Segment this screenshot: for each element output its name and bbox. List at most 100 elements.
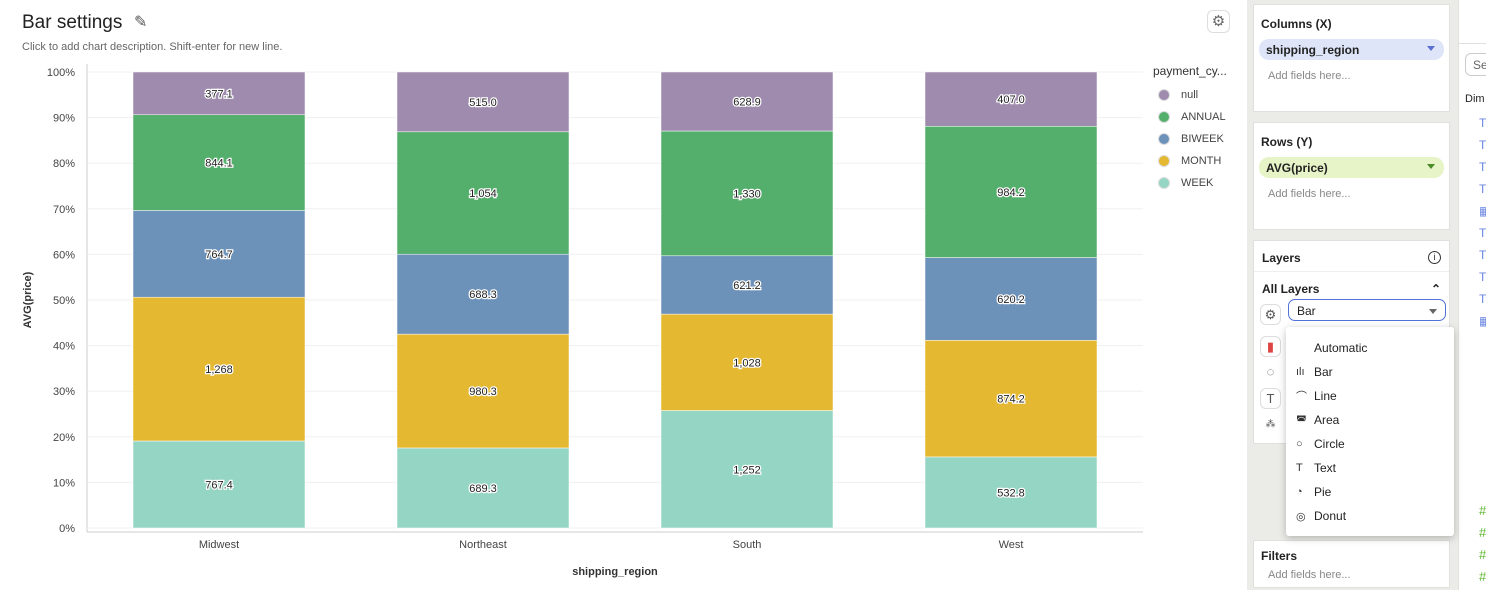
- chevron-down-icon[interactable]: [1427, 46, 1435, 51]
- bar-segment-midwest-month[interactable]: [132, 296, 306, 442]
- data-label: 377.1: [205, 88, 233, 100]
- bar-segment-northeast-null[interactable]: [396, 71, 570, 133]
- legend-item[interactable]: ANNUAL: [1153, 106, 1227, 128]
- bar-segment-south-month[interactable]: [660, 313, 834, 411]
- rows-field-label: AVG(price): [1266, 161, 1328, 175]
- circle-icon: ○: [1296, 438, 1303, 450]
- chart-description[interactable]: Click to add chart description. Shift-en…: [22, 41, 283, 53]
- y-axis-title: AVG(price): [22, 271, 34, 328]
- rows-field-pill[interactable]: AVG(price): [1259, 157, 1444, 178]
- bar-icon: ılı: [1296, 366, 1305, 378]
- columns-field-label: shipping_region: [1266, 43, 1360, 57]
- bar-segment-south-annual[interactable]: [660, 130, 834, 257]
- y-tick-label: 0%: [59, 523, 75, 535]
- color-icon[interactable]: ▮: [1260, 336, 1281, 357]
- mark-option-circle[interactable]: ○ Circle: [1286, 432, 1454, 456]
- pencil-icon[interactable]: ✎: [134, 14, 148, 31]
- mark-option-label: Bar: [1314, 365, 1333, 379]
- y-tick-label: 70%: [53, 204, 75, 216]
- all-layers-label: All Layers: [1262, 282, 1320, 296]
- filters-title: Filters: [1261, 549, 1298, 563]
- layers-title: Layers: [1262, 251, 1301, 265]
- mark-option-text[interactable]: T Text: [1286, 456, 1454, 480]
- data-label: 1,252: [733, 464, 761, 476]
- layer-gear-icon[interactable]: ⚙: [1260, 304, 1281, 325]
- legend-item[interactable]: WEEK: [1153, 172, 1227, 194]
- data-label: 1,054: [469, 188, 497, 200]
- data-label: 767.4: [205, 479, 233, 491]
- info-icon[interactable]: i: [1428, 251, 1441, 264]
- mark-option-pie[interactable]: ◔ Pie: [1286, 480, 1454, 504]
- bar-segment-northeast-annual[interactable]: [396, 131, 570, 255]
- legend-item[interactable]: null: [1153, 84, 1227, 106]
- mark-option-label: Circle: [1314, 437, 1345, 451]
- line-icon: ⌒: [1296, 391, 1307, 403]
- chevron-down-icon[interactable]: [1427, 164, 1435, 169]
- bar-segment-west-week[interactable]: [924, 456, 1098, 529]
- x-axis-title: shipping_region: [572, 566, 658, 578]
- measure-field-icons[interactable]: # # # #: [1479, 503, 1486, 584]
- data-label: 628.9: [733, 97, 761, 109]
- bar-segment-midwest-biweek[interactable]: [132, 210, 306, 298]
- columns-field-pill[interactable]: shipping_region: [1259, 39, 1444, 60]
- filters-card: Filters Add fields here...: [1253, 540, 1450, 588]
- mark-type-value: Bar: [1297, 304, 1316, 318]
- chart-settings-gear-icon[interactable]: ⚙: [1207, 10, 1230, 33]
- bar-segment-west-annual[interactable]: [924, 126, 1098, 258]
- y-tick-label: 80%: [53, 158, 75, 170]
- legend-title: payment_cy...: [1153, 64, 1227, 78]
- bar-segment-south-null[interactable]: [660, 71, 834, 132]
- donut-icon: ◎: [1296, 510, 1306, 523]
- legend-label: BIWEEK: [1181, 133, 1224, 145]
- mark-option-line[interactable]: ⌒ Line: [1286, 384, 1454, 408]
- mark-option-automatic[interactable]: Automatic: [1286, 336, 1454, 360]
- bar-segment-northeast-month[interactable]: [396, 333, 570, 449]
- mark-option-donut[interactable]: ◎ Donut: [1286, 504, 1454, 528]
- data-label: 689.3: [469, 483, 497, 495]
- legend-label: null: [1181, 89, 1199, 101]
- mark-type-select[interactable]: Bar: [1288, 299, 1446, 321]
- bar-segment-south-week[interactable]: [660, 410, 834, 529]
- rows-title: Rows (Y): [1261, 135, 1313, 149]
- y-tick-label: 90%: [53, 113, 75, 125]
- rows-add-fields[interactable]: Add fields here...: [1268, 188, 1351, 200]
- mark-option-bar[interactable]: ılı Bar: [1286, 360, 1454, 384]
- bar-segment-northeast-biweek[interactable]: [396, 253, 570, 335]
- text-icon[interactable]: T: [1260, 388, 1281, 409]
- y-tick-label: 50%: [53, 295, 75, 307]
- dimensions-label: Dim: [1465, 93, 1485, 105]
- y-tick-label: 20%: [53, 432, 75, 444]
- mark-option-label: Automatic: [1314, 341, 1368, 355]
- mark-option-label: Pie: [1314, 485, 1332, 499]
- data-label: 764.7: [205, 249, 233, 261]
- chevron-up-icon[interactable]: ⌃: [1430, 282, 1441, 296]
- x-tick-label: Northeast: [459, 539, 507, 551]
- y-tick-label: 10%: [53, 477, 75, 489]
- bar-segment-south-biweek[interactable]: [660, 255, 834, 315]
- bar-segment-west-biweek[interactable]: [924, 257, 1098, 341]
- page-title[interactable]: Bar settings: [22, 12, 123, 33]
- chevron-down-icon: [1429, 309, 1437, 314]
- data-label: 1,330: [733, 188, 761, 200]
- data-label: 515.0: [469, 97, 497, 109]
- filters-add-fields[interactable]: Add fields here...: [1268, 569, 1351, 581]
- mark-type-dropdown: Automatic ılı Bar ⌒ Line ◚ Area ○ Circle T Text ◔ Pi…: [1286, 327, 1454, 536]
- bar-segment-west-month[interactable]: [924, 340, 1098, 458]
- bar-segment-west-null[interactable]: [924, 71, 1098, 127]
- detail-icon[interactable]: ⁂: [1265, 419, 1276, 430]
- y-tick-label: 60%: [53, 249, 75, 261]
- bar-segment-northeast-week[interactable]: [396, 447, 570, 529]
- data-label: 844.1: [205, 158, 233, 170]
- data-label: 984.2: [997, 187, 1025, 199]
- shape-icon[interactable]: ◌: [1266, 364, 1275, 379]
- mark-option-area[interactable]: ◚ Area: [1286, 408, 1454, 432]
- legend-item[interactable]: MONTH: [1153, 150, 1227, 172]
- field-search-input[interactable]: Se: [1465, 53, 1486, 76]
- data-label: 688.3: [469, 289, 497, 301]
- bar-segment-midwest-annual[interactable]: [132, 114, 306, 211]
- bar-segment-midwest-null[interactable]: [132, 71, 306, 116]
- columns-add-fields[interactable]: Add fields here...: [1268, 70, 1351, 82]
- legend-item[interactable]: BIWEEK: [1153, 128, 1227, 150]
